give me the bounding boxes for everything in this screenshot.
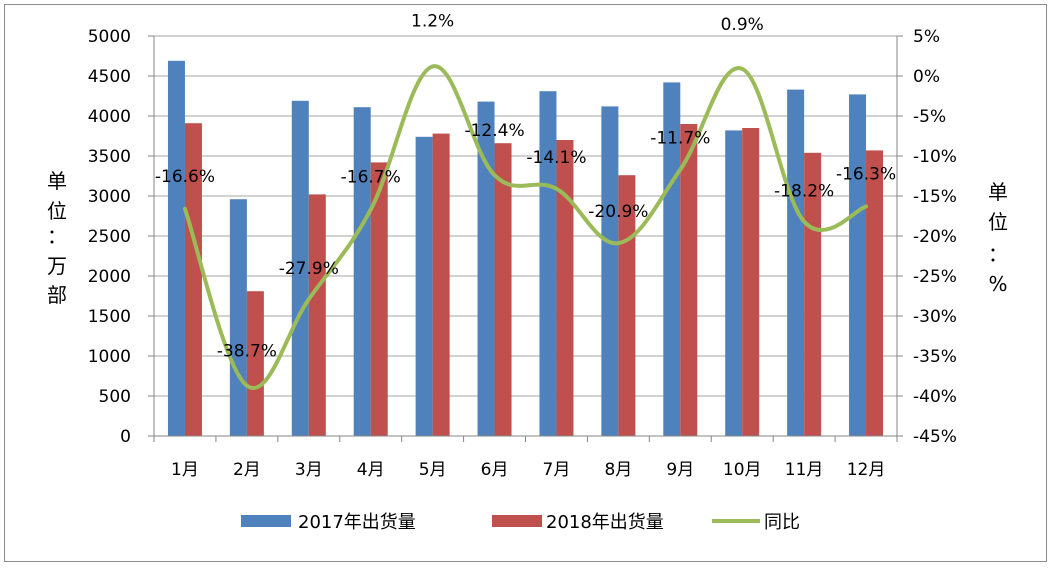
left-axis-title-char: 位	[47, 199, 67, 223]
left-tick-label: 5000	[88, 27, 131, 47]
bar-2018	[866, 150, 884, 436]
right-axis-title: 单位 ：%	[988, 180, 1008, 296]
yoy-data-label: -16.3%	[836, 164, 896, 184]
left-tick-label: 1500	[88, 307, 131, 327]
x-tick-label: 9月	[666, 460, 694, 480]
axes	[148, 35, 903, 442]
yoy-data-label: -11.7%	[650, 129, 710, 149]
right-axis-title-char: 位	[988, 210, 1008, 234]
data-labels: -16.6% -38.7% -27.9% -16.7% 1.2% -12.4%-14.1%…	[155, 11, 896, 361]
bar-2018	[556, 140, 574, 436]
bar-2017	[353, 107, 371, 436]
x-tick-label: 6月	[481, 460, 509, 480]
x-tick-label: 4月	[357, 460, 385, 480]
right-axis-title-char: ：	[988, 242, 1008, 266]
bar-2017	[601, 106, 619, 437]
bar-2018	[370, 162, 388, 436]
legend: 2017年出货量 2018年出货量 同比	[241, 512, 800, 533]
bar-2018	[742, 128, 760, 436]
yoy-data-label: -27.9%	[279, 259, 339, 279]
legend-label: 2017年出货量	[298, 512, 416, 533]
legend-swatch	[241, 515, 291, 527]
bar-2017	[787, 89, 805, 436]
right-tick-label: -15%	[913, 187, 957, 207]
yoy-data-label: 0.9%	[721, 15, 764, 35]
yoy-data-label: -38.7%	[217, 342, 277, 362]
legend-swatch	[492, 515, 542, 527]
left-tick-label: 3000	[88, 187, 131, 207]
right-tick-label: -30%	[913, 307, 957, 327]
bar-2018	[308, 194, 326, 436]
bar-2018	[184, 123, 202, 436]
right-tick-label: -35%	[913, 347, 957, 367]
bar-2017	[229, 199, 247, 436]
right-axis-ticks: -45% -40% -35% -30% -25% -20% -15% -10% -5% 0% 5%	[913, 27, 957, 447]
left-axis-ticks: 0 500 1000 1500 2000 2500 3000 3500 4000 4500 5000	[88, 27, 131, 447]
x-tick-label: 12月	[847, 460, 886, 480]
x-tick-label: 5月	[419, 460, 447, 480]
left-tick-label: 4000	[88, 107, 131, 127]
left-axis-title: 单位： 万部	[47, 169, 67, 307]
yoy-data-label: -16.7%	[341, 168, 401, 188]
right-tick-label: -25%	[913, 267, 957, 287]
yoy-data-label: 1.2%	[411, 11, 454, 31]
x-tick-label: 7月	[543, 460, 571, 480]
bar-2017	[167, 60, 185, 437]
left-tick-label: 4500	[88, 67, 131, 87]
x-tick-label: 11月	[785, 460, 824, 480]
right-tick-label: -45%	[913, 427, 957, 447]
left-tick-label: 500	[99, 387, 131, 407]
bar-2017	[539, 91, 557, 436]
right-tick-label: -20%	[913, 227, 957, 247]
left-axis-title-char: 万	[47, 254, 67, 278]
left-tick-label: 2000	[88, 267, 131, 287]
bar-2018	[432, 133, 450, 436]
left-axis-title-char: ：	[47, 224, 67, 248]
x-tick-label: 3月	[295, 460, 323, 480]
x-tick-label: 10月	[723, 460, 762, 480]
x-tick-label: 2月	[233, 460, 261, 480]
legend-label: 2018年出货量	[546, 512, 664, 533]
bar-2017	[849, 94, 867, 437]
yoy-line	[182, 64, 869, 390]
right-tick-label: 5%	[913, 27, 940, 47]
bar-2017	[725, 130, 743, 436]
x-tick-label: 8月	[604, 460, 632, 480]
left-axis-title-char: 单	[47, 169, 67, 193]
bar-2018	[494, 143, 512, 436]
x-tick-label: 1月	[171, 460, 199, 480]
right-tick-label: 0%	[913, 67, 940, 87]
bar-2017	[415, 136, 433, 437]
right-tick-label: -40%	[913, 387, 957, 407]
legend-label: 同比	[764, 512, 800, 533]
right-tick-label: -10%	[913, 147, 957, 167]
left-tick-label: 1000	[88, 347, 131, 367]
right-axis-title-char: %	[988, 272, 1007, 296]
left-axis-title-char: 部	[47, 283, 67, 307]
yoy-data-label: -14.1%	[526, 148, 586, 168]
right-tick-label: -5%	[913, 107, 946, 127]
bar-series	[167, 60, 884, 437]
bar-2018	[246, 291, 264, 436]
left-tick-label: 2500	[88, 227, 131, 247]
yoy-data-label: -12.4%	[464, 121, 524, 141]
yoy-data-label: -20.9%	[588, 202, 648, 222]
bar-2018	[680, 124, 698, 436]
right-axis-title-char: 单	[988, 180, 1008, 204]
bar-2017	[291, 100, 309, 437]
x-axis-ticks: 1月 2月 3月 4月 5月 6月 7月 8月 9月 10月 11月 12月	[171, 460, 885, 480]
yoy-data-label: -18.2%	[774, 182, 834, 202]
bar-2017	[663, 82, 681, 437]
yoy-line-series	[182, 64, 869, 390]
left-tick-label: 0	[120, 427, 131, 447]
bar-2017	[477, 101, 495, 436]
left-tick-label: 3500	[88, 147, 131, 167]
yoy-data-label: -16.6%	[155, 167, 215, 187]
